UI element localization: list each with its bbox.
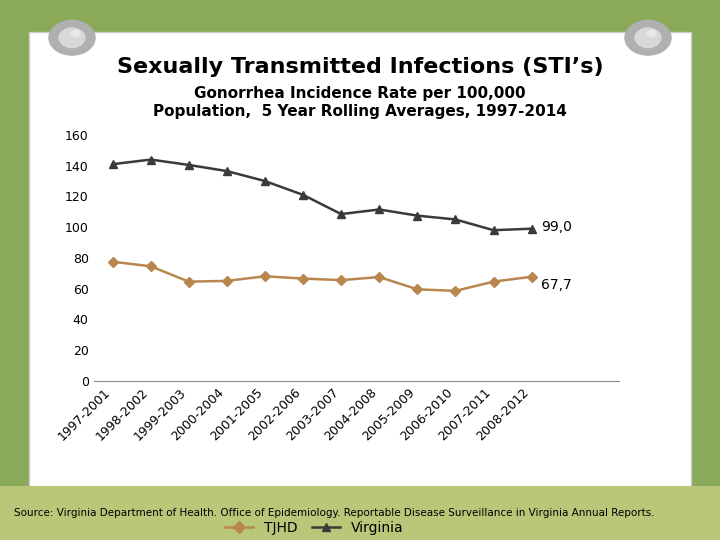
- TJHD: [451, 288, 460, 294]
- Virginia: [261, 178, 269, 184]
- Virginia: [222, 168, 231, 174]
- Virginia: [299, 192, 307, 198]
- Line: Virginia: Virginia: [109, 156, 536, 234]
- TJHD: [222, 278, 231, 284]
- Virginia: [146, 157, 155, 163]
- TJHD: [337, 277, 346, 284]
- Text: 99,0: 99,0: [541, 220, 572, 234]
- Virginia: [337, 211, 346, 217]
- TJHD: [299, 275, 307, 282]
- Virginia: [375, 206, 384, 213]
- Text: Sexually Transmitted Infections (STI’s): Sexually Transmitted Infections (STI’s): [117, 57, 603, 77]
- Virginia: [413, 212, 422, 219]
- TJHD: [146, 263, 155, 269]
- Text: Gonorrhea Incidence Rate per 100,000
Population,  5 Year Rolling Averages, 1997-: Gonorrhea Incidence Rate per 100,000 Pop…: [153, 86, 567, 119]
- TJHD: [184, 279, 193, 285]
- Line: TJHD: TJHD: [109, 258, 535, 294]
- Virginia: [108, 161, 117, 167]
- TJHD: [108, 259, 117, 265]
- TJHD: [527, 273, 536, 280]
- Virginia: [451, 216, 460, 222]
- Virginia: [527, 225, 536, 232]
- Text: 67,7: 67,7: [541, 278, 572, 292]
- TJHD: [261, 273, 269, 280]
- TJHD: [489, 279, 498, 285]
- Legend: TJHD, Virginia: TJHD, Virginia: [220, 515, 409, 540]
- TJHD: [375, 274, 384, 280]
- Virginia: [489, 227, 498, 233]
- TJHD: [413, 286, 422, 293]
- Text: Source: Virginia Department of Health. Office of Epidemiology. Reportable Diseas: Source: Virginia Department of Health. O…: [14, 508, 655, 518]
- Virginia: [184, 161, 193, 168]
